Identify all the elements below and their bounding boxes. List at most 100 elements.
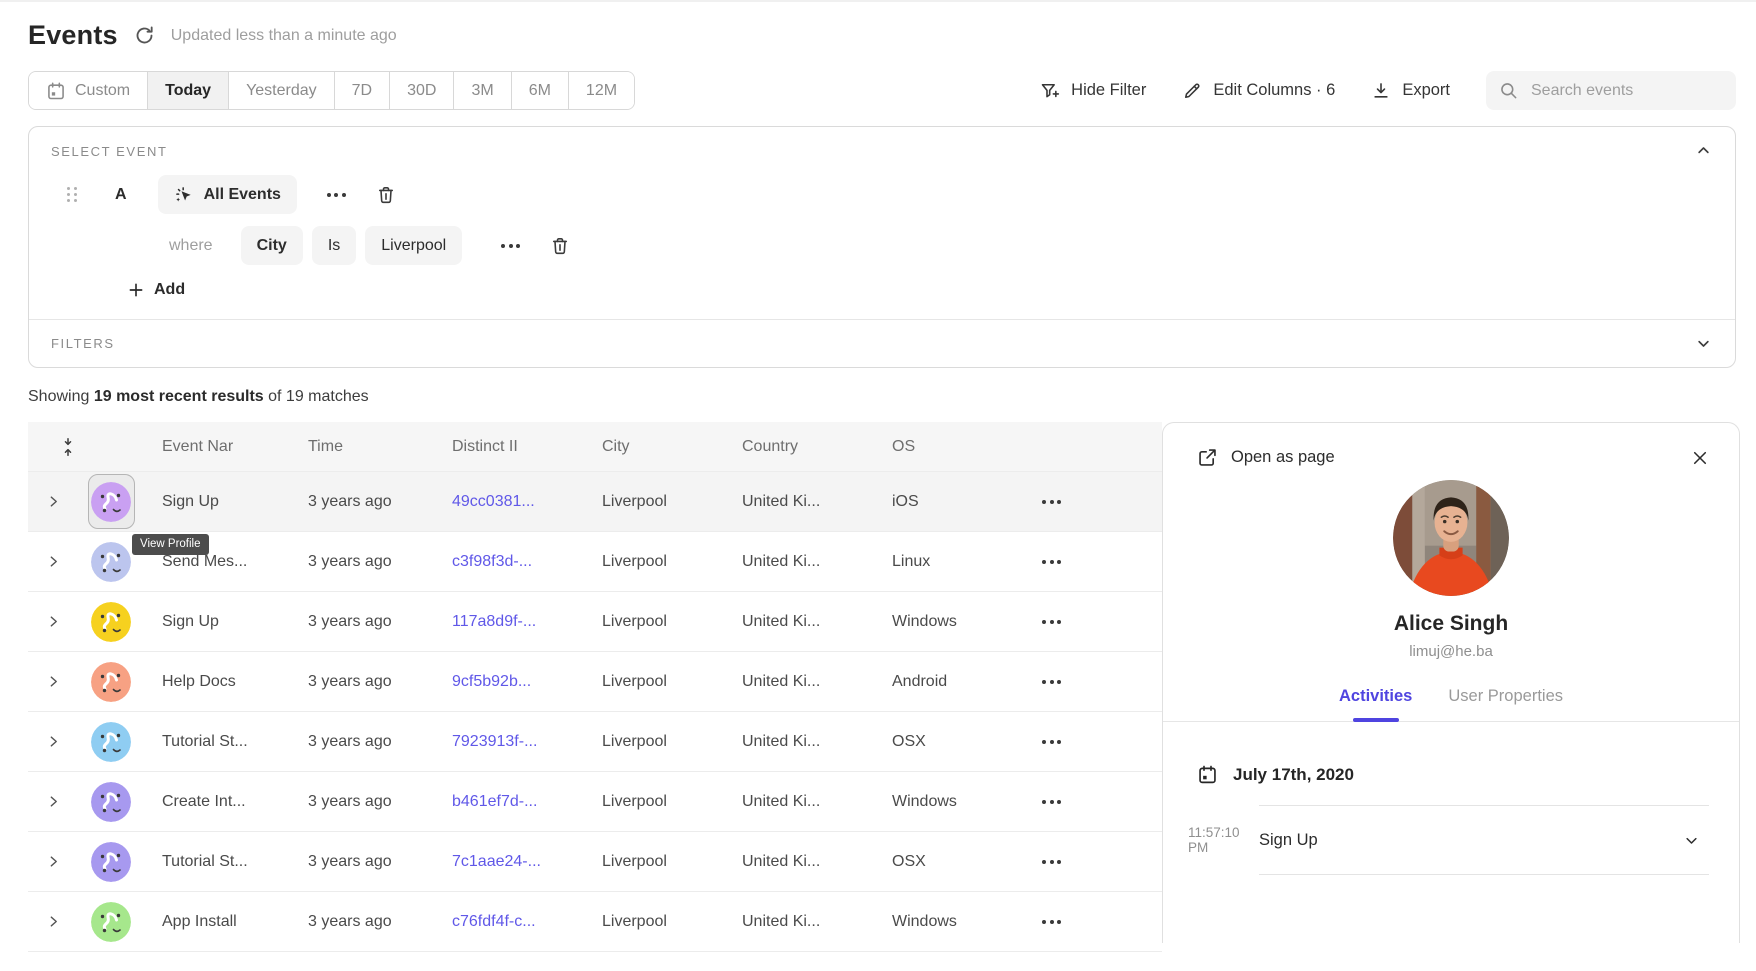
city-cell: Liverpool [602,612,667,630]
date-range-30d[interactable]: 30D [390,72,455,109]
select-event-label: SELECT EVENT [51,144,168,159]
user-avatar-icon[interactable] [91,781,131,822]
table-row[interactable]: Create Int... 3 years ago b461ef7d-... L… [28,772,1162,832]
close-panel-button[interactable] [1691,449,1709,467]
table-row[interactable]: Tutorial St... 3 years ago 7923913f-... … [28,712,1162,772]
country-cell: United Ki... [742,732,821,750]
tab-user-properties[interactable]: User Properties [1448,687,1563,705]
row-more-options-button[interactable] [1024,859,1162,864]
user-avatar-icon[interactable] [91,901,131,942]
date-range-12m[interactable]: 12M [568,72,635,109]
user-avatar-icon[interactable] [91,541,131,582]
distinct-id-link[interactable]: b461ef7d-... [452,792,538,810]
table-row[interactable]: Send Mes... 3 years ago c3f98f3d-... Liv… [28,532,1162,592]
event-name-cell: Create Int... [162,792,246,810]
hide-filter-button[interactable]: Hide Filter [1040,81,1146,101]
expand-row-button[interactable] [28,615,78,628]
filters-section[interactable]: FILTERS [29,319,1735,367]
row-more-options-button[interactable] [1024,919,1162,924]
city-cell: Liverpool [602,732,667,750]
add-label: Add [154,281,186,298]
row-more-options-button[interactable] [1024,559,1162,564]
row-more-options-button[interactable] [1024,799,1162,804]
event-more-options-button[interactable] [326,192,346,197]
edit-columns-button[interactable]: Edit Columns · 6 [1182,81,1335,101]
open-as-page-label: Open as page [1231,448,1335,466]
table-row[interactable]: Sign Up 3 years ago 49cc0381... Liverpoo… [28,472,1162,555]
country-cell: United Ki... [742,612,821,630]
collapse-section-button[interactable] [1696,143,1711,158]
drag-handle[interactable] [67,187,78,202]
date-range-yesterday[interactable]: Yesterday [229,72,335,109]
where-more-options-button[interactable] [501,243,521,248]
property-chip[interactable]: City [240,226,303,265]
header-time[interactable]: Time [308,437,343,455]
os-cell: Android [892,672,948,690]
activity-date: July 17th, 2020 [1233,764,1354,784]
download-icon [1371,81,1391,101]
table-row[interactable]: Tutorial St... 3 years ago 7c1aae24-... … [28,832,1162,892]
distinct-id-link[interactable]: 9cf5b92b... [452,672,532,690]
row-more-options-button[interactable] [1024,679,1162,684]
distinct-id-link[interactable]: c76fdf4f-c... [452,912,536,930]
delete-event-button[interactable] [376,185,396,205]
chevron-down-icon [1684,833,1699,848]
country-cell: United Ki... [742,912,821,930]
country-cell: United Ki... [742,672,821,690]
date-range-label: 6M [528,81,551,99]
header-city[interactable]: City [602,437,630,455]
row-more-options-button[interactable] [1024,739,1162,744]
collapse-rows-button[interactable] [28,436,144,458]
distinct-id-link[interactable]: c3f98f3d-... [452,552,533,570]
row-more-options-button[interactable] [1024,499,1162,504]
distinct-id-link[interactable]: 49cc0381... [452,492,535,510]
table-row[interactable]: App Install 3 years ago c76fdf4f-c... Li… [28,892,1162,952]
header-country[interactable]: Country [742,437,799,455]
table-row[interactable]: Help Docs 3 years ago 9cf5b92b... Liverp… [28,652,1162,712]
user-avatar-icon[interactable] [91,481,131,522]
header-distinct-id[interactable]: Distinct II [452,437,518,455]
expand-row-button[interactable] [28,675,78,688]
country-cell: United Ki... [742,792,821,810]
user-avatar-icon[interactable] [91,841,131,882]
add-event-button[interactable]: Add [127,281,185,299]
header-os[interactable]: OS [892,437,916,455]
expand-row-button[interactable] [28,495,78,508]
date-range-6m[interactable]: 6M [511,72,569,109]
delete-where-button[interactable] [550,236,570,256]
expand-row-button[interactable] [28,855,78,868]
user-avatar-hovered[interactable] [87,474,135,529]
os-cell: OSX [892,852,926,870]
event-selector-chip[interactable]: All Events [157,175,297,214]
activity-event-select[interactable]: Sign Up [1259,805,1709,875]
row-more-options-button[interactable] [1024,619,1162,624]
operator-chip[interactable]: Is [311,226,357,265]
user-avatar-icon[interactable] [91,601,131,642]
distinct-id-link[interactable]: 7c1aae24-... [452,852,541,870]
export-button[interactable]: Export [1371,81,1450,101]
chevron-right-icon [47,555,60,568]
open-as-page-button[interactable]: Open as page [1197,447,1335,468]
date-range-today[interactable]: Today [148,72,230,109]
distinct-id-link[interactable]: 7923913f-... [452,732,538,750]
table-row[interactable]: Sign Up 3 years ago 117a8d9f-... Liverpo… [28,592,1162,652]
expand-row-button[interactable] [28,735,78,748]
page-title: Events [28,20,118,50]
search-input[interactable] [1529,80,1740,101]
date-range-7d[interactable]: 7D [334,72,391,109]
header-event-name[interactable]: Event Nar [162,437,234,455]
refresh-button[interactable] [134,25,155,46]
filters-label: FILTERS [51,336,115,351]
date-range-3m[interactable]: 3M [454,72,512,109]
results-count: 19 most recent results [93,388,264,405]
date-range-label: Yesterday [246,81,317,99]
distinct-id-link[interactable]: 117a8d9f-... [452,612,537,630]
tab-activities[interactable]: Activities [1339,687,1413,705]
expand-row-button[interactable] [28,555,78,568]
expand-row-button[interactable] [28,915,78,928]
date-range-custom[interactable]: Custom [29,72,149,109]
user-avatar-icon[interactable] [91,661,131,702]
expand-row-button[interactable] [28,795,78,808]
value-chip[interactable]: Liverpool [365,226,463,265]
user-avatar-icon[interactable] [91,721,131,762]
